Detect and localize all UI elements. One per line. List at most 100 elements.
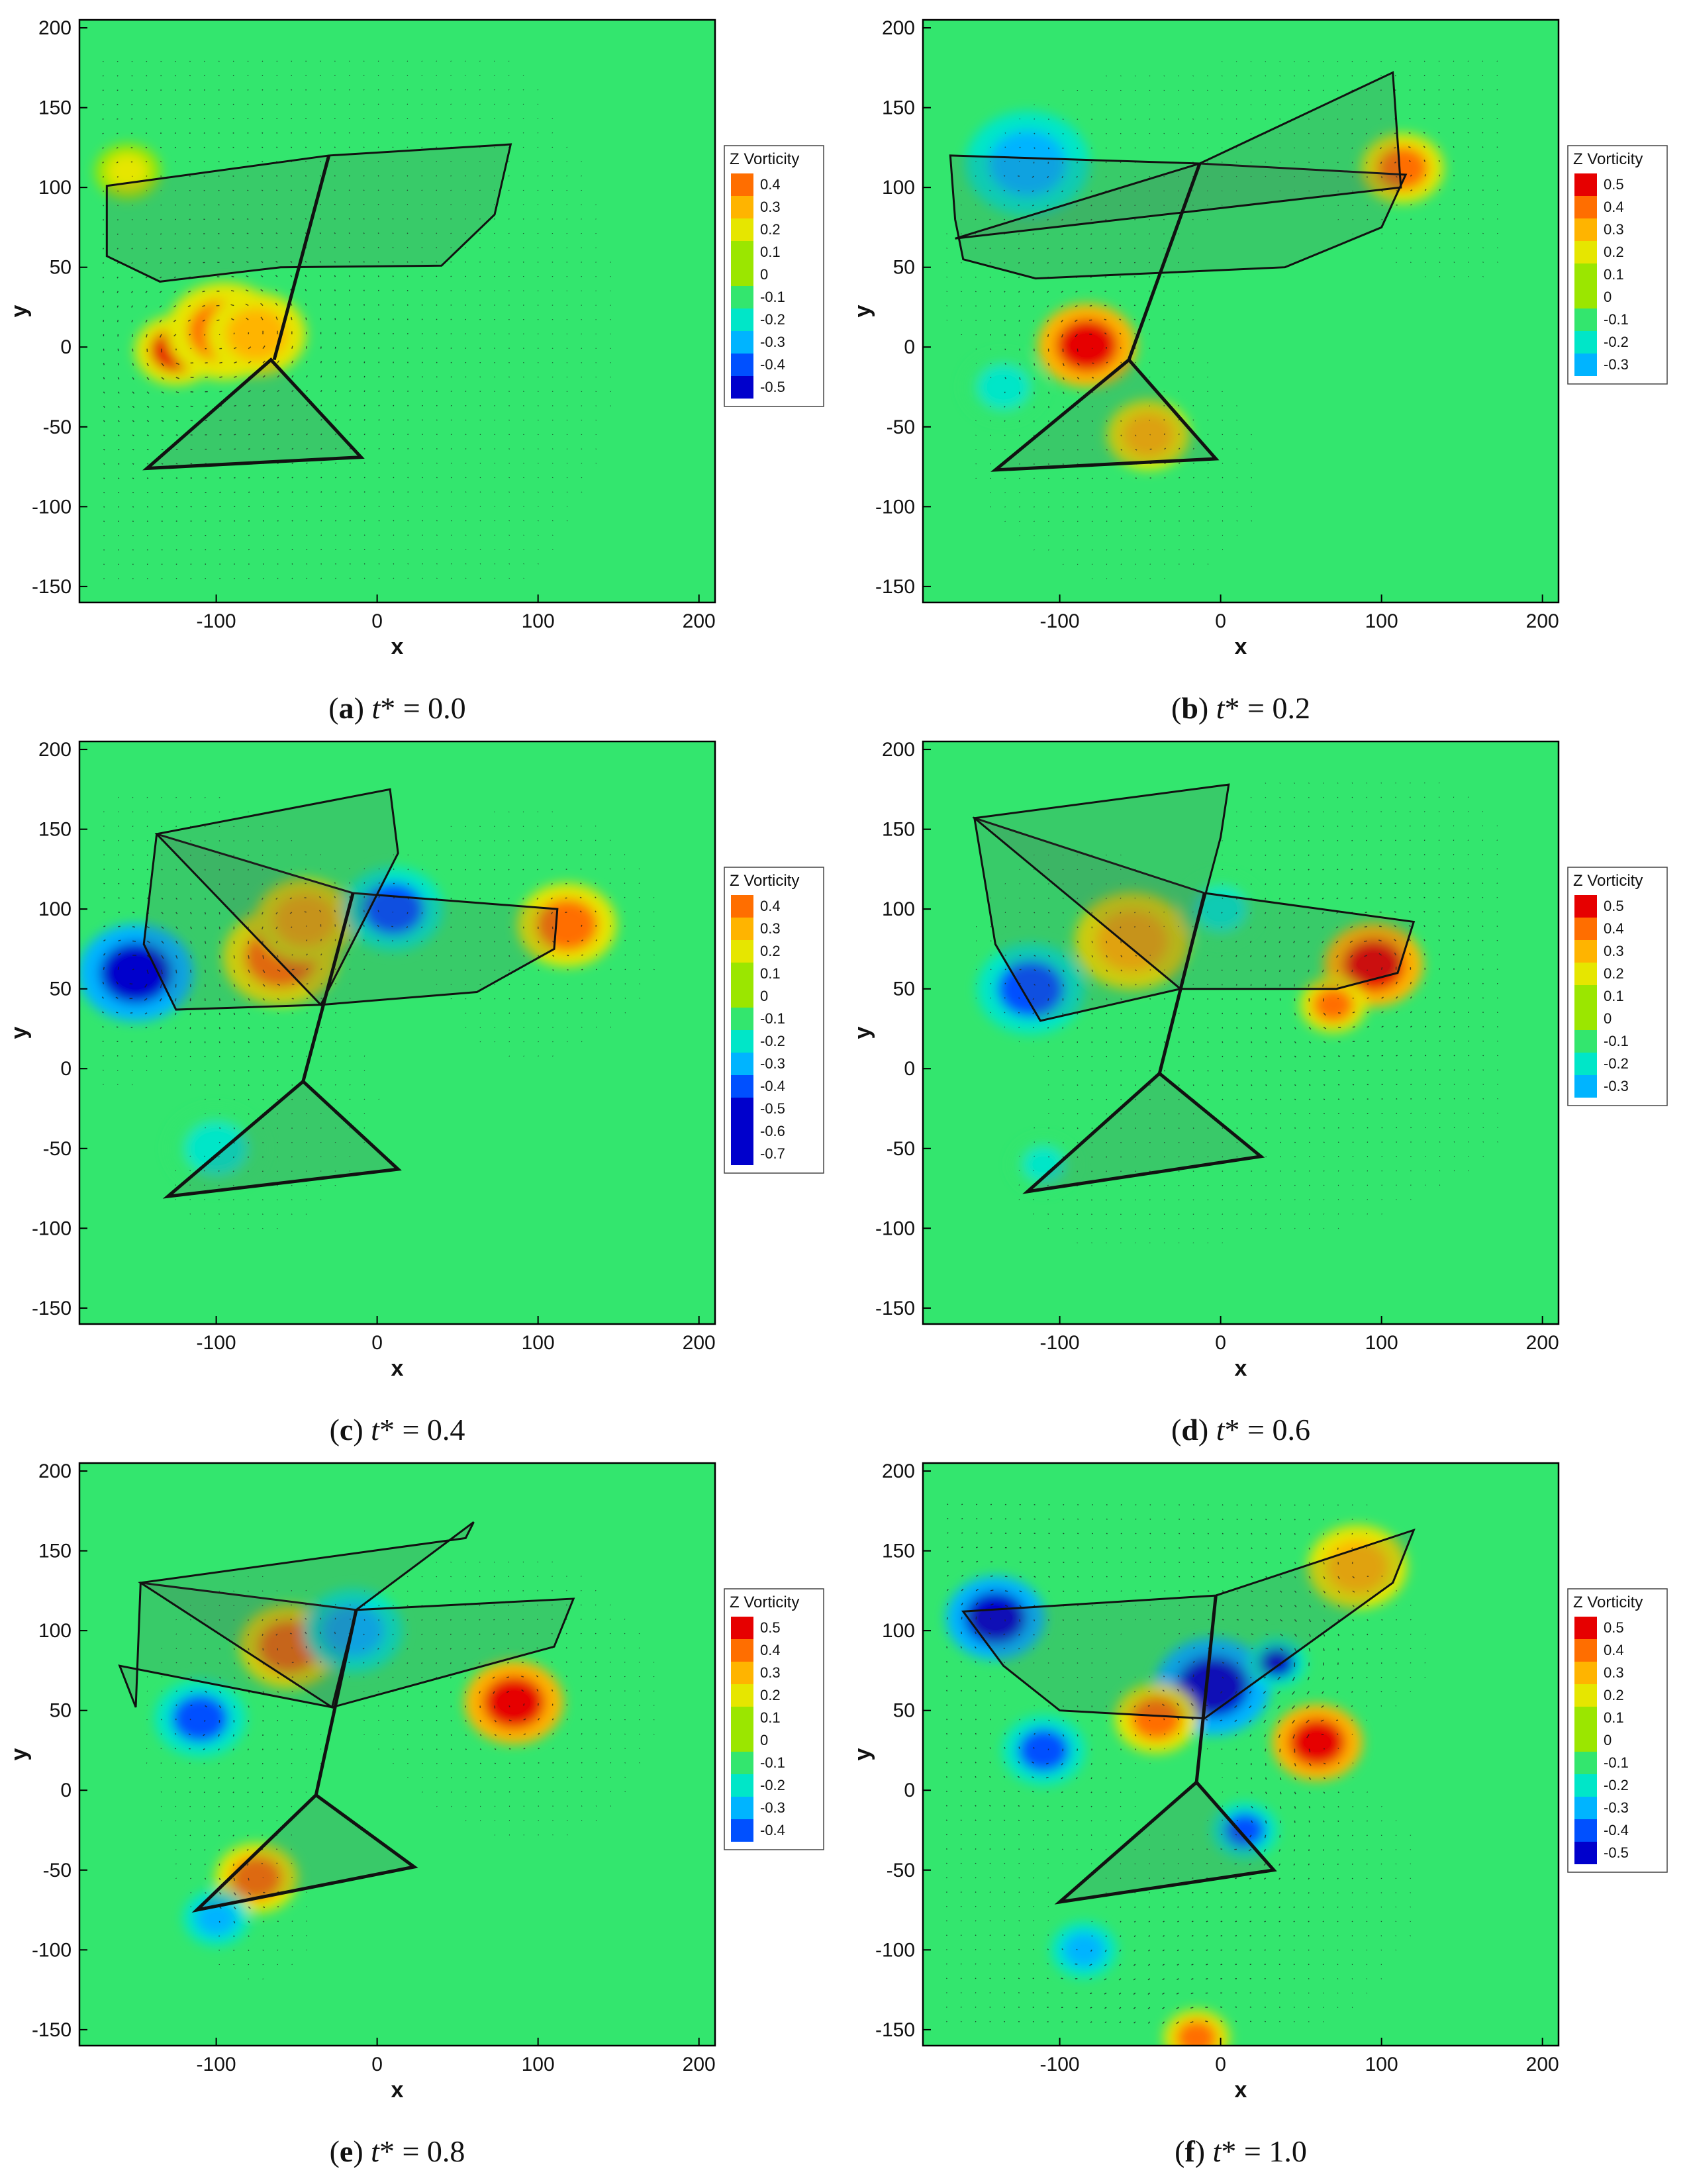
vector-arrow (1367, 218, 1369, 220)
vector-arrow (1453, 218, 1455, 220)
vector-arrow (1193, 491, 1194, 493)
vector-arrow (218, 1676, 221, 1679)
vector-arrow (1351, 969, 1353, 973)
vector-arrow (260, 289, 264, 292)
vector-arrow (248, 1906, 251, 1909)
colorbar-swatch (731, 309, 753, 331)
vector-arrow (204, 941, 207, 944)
vector-arrow (1294, 984, 1296, 987)
vector-arrow (160, 248, 162, 250)
vector-arrow (232, 218, 234, 220)
vector-arrow (218, 1184, 220, 1186)
vector-arrow (175, 897, 177, 900)
vector-arrow (450, 563, 452, 565)
vector-arrow (248, 1676, 250, 1680)
vector-arrow (334, 448, 337, 450)
vector-arrow (218, 998, 220, 1001)
vector-arrow (218, 1849, 220, 1851)
vector-arrow (450, 103, 452, 105)
vector-arrow (1308, 1184, 1310, 1186)
vector-arrow (234, 361, 237, 364)
vector-arrow (536, 1689, 539, 1692)
vector-arrow (508, 998, 510, 1000)
colorbar-level-label: -0.5 (760, 1100, 785, 1117)
vector-arrow (246, 275, 249, 277)
tail-outline (162, 1079, 402, 1199)
vector-arrow (262, 1027, 265, 1029)
vector-arrow (363, 491, 365, 493)
vector-arrow (1075, 261, 1078, 264)
vector-arrow (175, 420, 179, 422)
vector-arrow (1032, 205, 1034, 207)
vector-arrow (291, 360, 294, 363)
vector-arrow (305, 75, 307, 77)
vector-arrow (160, 1805, 162, 1807)
vector-arrow (218, 1805, 220, 1808)
vector-arrow (508, 89, 510, 91)
vector-arrow (348, 189, 350, 191)
vector-arrow (1378, 926, 1382, 927)
colorbar-level-label: -0.2 (760, 1777, 785, 1793)
vector-arrow (363, 175, 365, 177)
vector-arrow (319, 910, 322, 913)
vector-arrow (508, 549, 510, 550)
colorbar-level-label: -0.7 (760, 1145, 785, 1162)
vortex-layer (154, 1589, 563, 1946)
vector-arrow (1265, 1027, 1267, 1029)
vector-arrow (407, 1662, 409, 1664)
vector-arrow (334, 433, 337, 436)
vector-arrow (117, 420, 120, 422)
vector-arrow (1018, 248, 1020, 250)
vector-arrow (232, 1748, 234, 1751)
vector-arrow (1308, 883, 1310, 885)
vector-arrow (277, 433, 279, 436)
x-tick-label: 100 (1365, 610, 1398, 632)
vector-arrow (975, 1575, 979, 1577)
vector-arrow (988, 1632, 991, 1635)
vector-arrow (450, 1805, 452, 1807)
vector-arrow (407, 912, 409, 914)
vector-arrow (175, 926, 178, 929)
vector-arrow (277, 1691, 279, 1693)
vector-arrow (1308, 1141, 1310, 1143)
wing-outline (105, 143, 512, 283)
vector-arrow (1106, 955, 1108, 958)
vector-arrow (161, 391, 165, 394)
vector-arrow (248, 477, 250, 479)
vector-arrow (275, 261, 278, 263)
vector-arrow (479, 60, 481, 62)
vector-arrow (1308, 1213, 1310, 1215)
vector-arrow (1453, 1098, 1455, 1100)
vector-arrow (363, 390, 365, 393)
vector-arrow (1394, 162, 1396, 164)
vector-arrow (218, 1070, 220, 1072)
vector-arrow (348, 175, 350, 177)
colorbar-legend: Z Vorticity0.50.40.30.20.10-0.1-0.2-0.3-… (724, 1588, 824, 1850)
vector-arrow (1280, 1127, 1282, 1129)
vector-arrow (1251, 1084, 1253, 1086)
vector-arrow (291, 1964, 293, 1966)
vector-arrow (1396, 1011, 1398, 1014)
vector-arrow (146, 1748, 148, 1750)
vector-arrow (318, 896, 322, 898)
vector-arrow (377, 1691, 379, 1693)
vector-arrow (146, 334, 148, 338)
colorbar-level-label: 0.3 (1604, 221, 1624, 238)
colorbar-level-label: 0.1 (1604, 988, 1624, 1004)
vector-arrow (131, 276, 133, 279)
vector-arrow (624, 882, 626, 884)
vector-arrow (436, 103, 438, 105)
vector-arrow (189, 1805, 191, 1807)
vector-arrow (436, 1791, 438, 1793)
vector-arrow (234, 347, 237, 350)
vector-arrow (407, 869, 409, 871)
colorbar-level-label: -0.2 (1604, 334, 1629, 350)
vector-arrow (232, 1734, 234, 1737)
vector-arrow (145, 261, 148, 264)
colorbar-level-label: 0.2 (1604, 965, 1624, 982)
vector-arrow (1423, 103, 1425, 105)
vector-arrow (1192, 1141, 1194, 1143)
vector-arrow (334, 203, 336, 206)
vector-arrow (305, 103, 307, 105)
vector-arrow (1424, 189, 1427, 191)
